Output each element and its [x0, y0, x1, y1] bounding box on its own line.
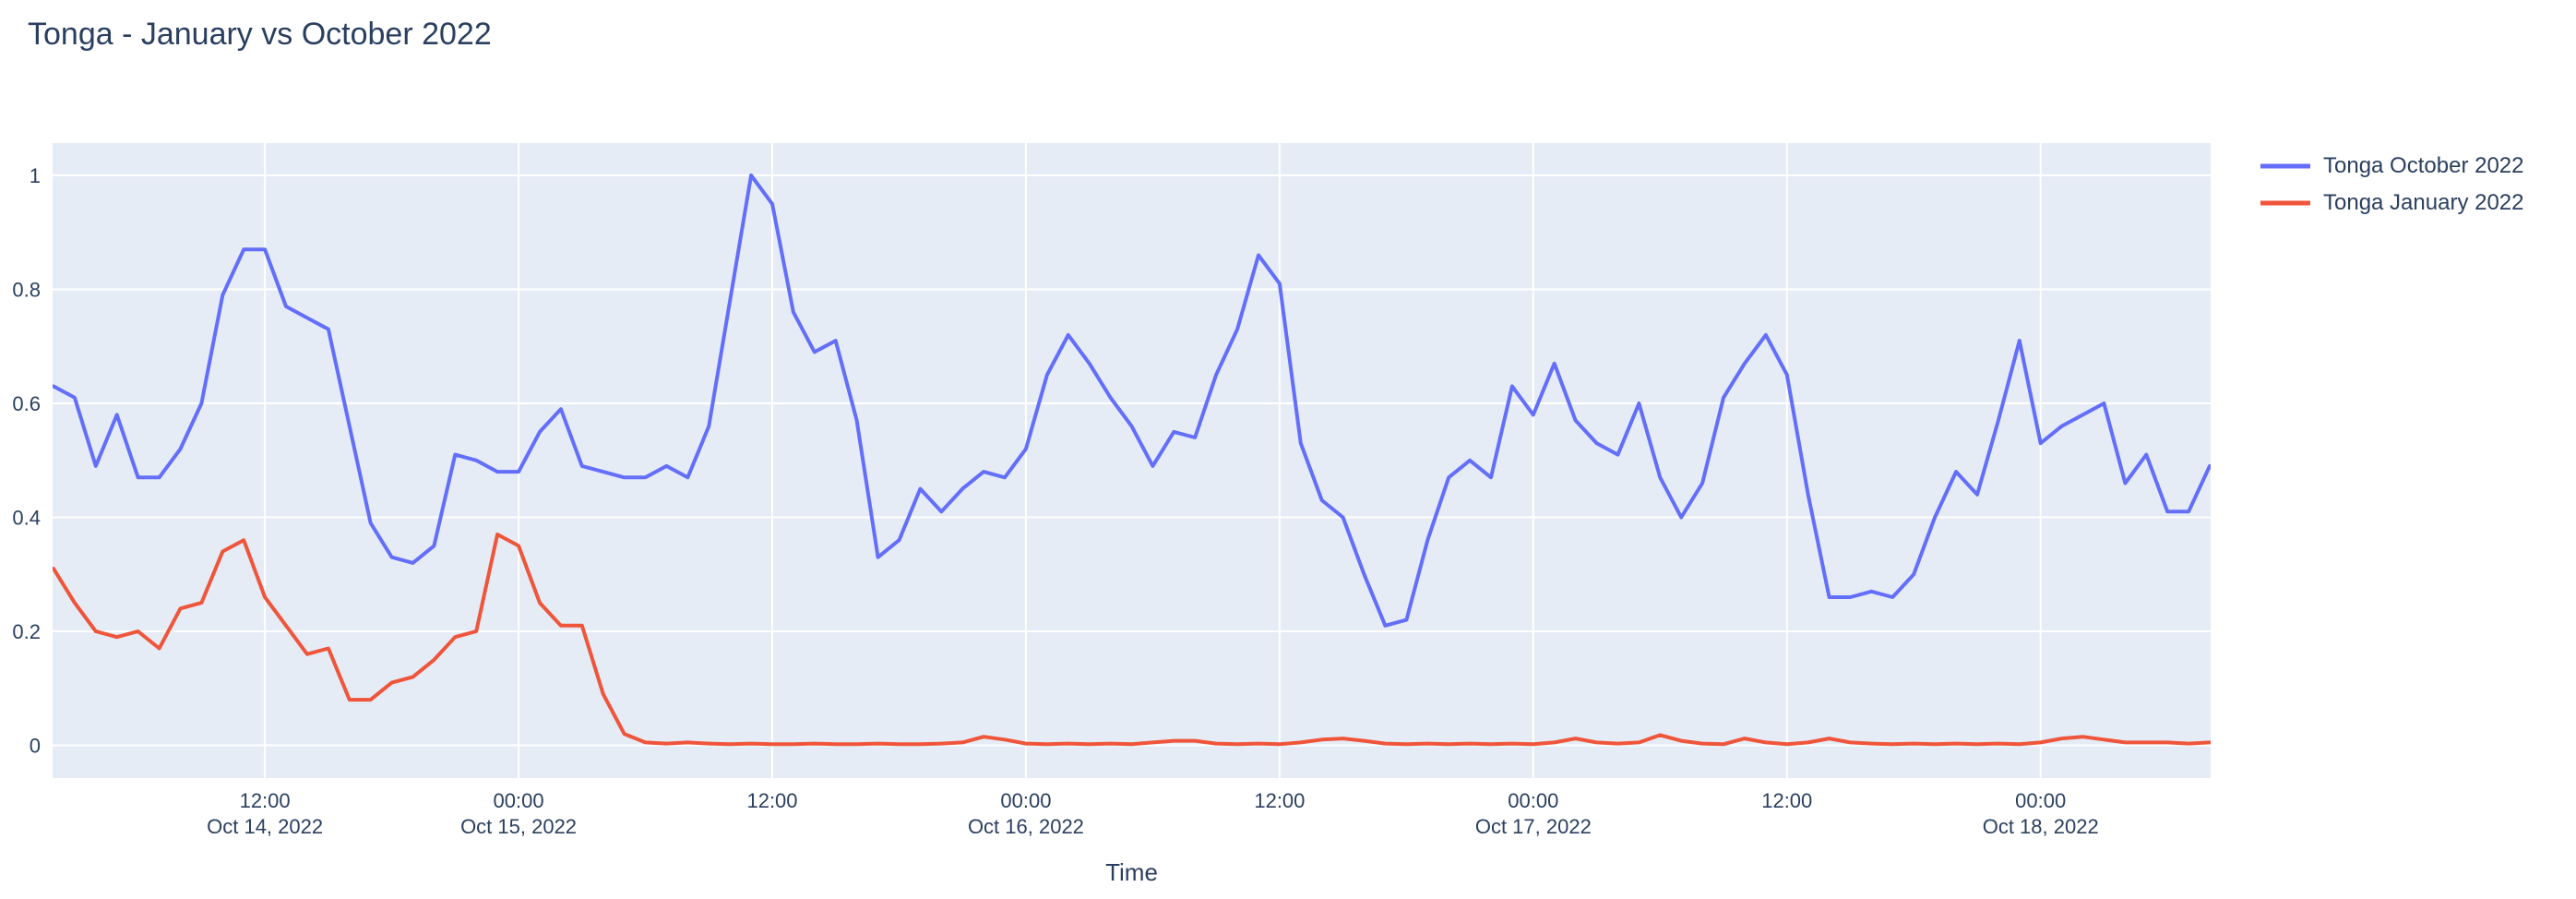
- x-tick-date-label: Oct 16, 2022: [968, 815, 1084, 838]
- x-tick-date-label: Oct 18, 2022: [1983, 815, 2099, 838]
- y-tick-label: 0.8: [12, 279, 41, 302]
- x-tick-time-label: 12:00: [240, 789, 291, 812]
- x-tick-time-label: 00:00: [1508, 789, 1558, 812]
- series-line-january: [53, 533, 2211, 747]
- x-tick-time-label: 12:00: [1761, 789, 1812, 812]
- series-line-october: [53, 174, 2211, 628]
- x-tick-time-label: 12:00: [746, 789, 797, 812]
- legend-label-january: Tonga January 2022: [2323, 190, 2524, 215]
- x-tick-time-label: 00:00: [2015, 789, 2066, 812]
- x-tick-date-label: Oct 15, 2022: [460, 815, 577, 838]
- x-tick-time-label: 12:00: [1254, 789, 1305, 812]
- legend-item-january[interactable]: Tonga January 2022: [2259, 190, 2524, 216]
- chart-title: Tonga - January vs October 2022: [28, 17, 492, 52]
- y-tick-label: 1: [30, 164, 41, 187]
- x-tick-time-label: 00:00: [1000, 789, 1051, 812]
- y-tick-label: 0.6: [12, 392, 41, 415]
- x-tick-date-label: Oct 14, 2022: [207, 815, 323, 838]
- x-tick-date-label: Oct 17, 2022: [1475, 815, 1592, 838]
- plot-area[interactable]: [53, 143, 2211, 778]
- x-axis-title: Time: [1105, 858, 1158, 886]
- x-tick-time-label: 00:00: [494, 789, 544, 812]
- legend-swatch-january-icon: [2260, 200, 2310, 206]
- y-tick-label: 0.2: [12, 620, 41, 643]
- y-tick-label: 0: [30, 735, 41, 758]
- legend-swatch-october-icon: [2260, 163, 2310, 169]
- y-tick-label: 0.4: [12, 507, 41, 530]
- legend-label-october: Tonga October 2022: [2323, 153, 2524, 178]
- legend-item-october[interactable]: Tonga October 2022: [2259, 153, 2524, 179]
- legend: Tonga October 2022 Tonga January 2022: [2259, 153, 2524, 216]
